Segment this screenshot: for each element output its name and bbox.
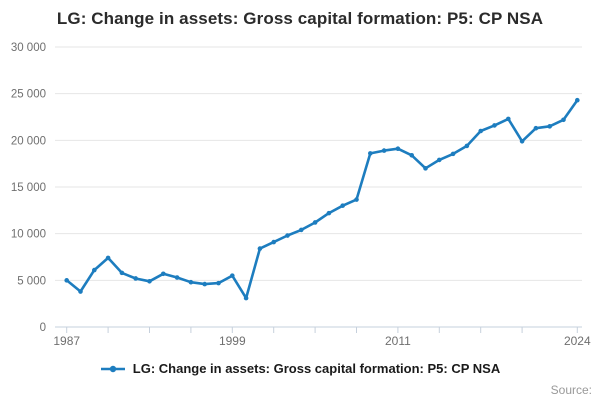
y-tick-label: 20 000 — [11, 135, 46, 147]
legend-line-marker-icon — [100, 365, 125, 372]
chart-title: LG: Change in assets: Gross capital form… — [56, 9, 544, 28]
y-tick-label: 0 — [40, 322, 46, 334]
data-point — [464, 143, 470, 149]
data-point — [147, 278, 152, 284]
y-tick-label: 15 000 — [11, 182, 46, 194]
data-point — [395, 146, 401, 152]
data-point — [161, 271, 166, 277]
legend-label: LG: Change in assets: Gross capital form… — [132, 361, 501, 376]
data-point — [257, 246, 263, 251]
y-tick-label: 30 000 — [11, 42, 46, 54]
data-point — [506, 116, 511, 122]
data-point — [368, 151, 373, 156]
data-point — [299, 227, 304, 233]
data-point — [285, 233, 290, 238]
data-point — [202, 281, 207, 287]
x-tick-label: 1999 — [219, 334, 246, 348]
data-point — [326, 210, 332, 216]
data-point — [119, 270, 125, 276]
y-tick-label: 5 000 — [17, 275, 46, 287]
data-point — [519, 138, 525, 144]
y-tick-label: 25 000 — [11, 89, 46, 101]
data-point — [92, 267, 97, 273]
data-point — [492, 123, 497, 128]
data-point — [437, 157, 442, 163]
data-point — [174, 275, 180, 280]
data-point — [575, 97, 580, 103]
data-point — [271, 239, 277, 245]
data-point — [409, 152, 415, 158]
x-tick-label: 1987 — [53, 334, 80, 348]
data-point — [561, 117, 566, 123]
y-tick-label: 10 000 — [11, 229, 46, 241]
data-point — [78, 289, 83, 294]
data-point — [64, 278, 69, 283]
data-point — [216, 280, 221, 286]
data-point — [423, 166, 428, 171]
data-point — [243, 295, 249, 301]
data-point — [547, 124, 552, 129]
data-point — [105, 255, 111, 261]
x-tick-label: 2024 — [564, 334, 591, 348]
data-point — [188, 279, 194, 285]
data-point — [533, 125, 539, 131]
data-point — [381, 148, 387, 153]
data-point — [340, 203, 346, 208]
legend: LG: Change in assets: Gross capital form… — [0, 361, 600, 376]
source-label: Source: — [550, 383, 592, 397]
data-point — [312, 220, 318, 225]
data-line — [65, 98, 579, 300]
data-point — [133, 276, 138, 281]
legend-item[interactable]: LG: Change in assets: Gross capital form… — [100, 361, 500, 376]
x-tick-label: 2011 — [385, 334, 411, 348]
data-point — [450, 151, 456, 157]
data-point — [354, 197, 359, 202]
data-point — [478, 128, 484, 134]
data-point — [230, 273, 235, 278]
